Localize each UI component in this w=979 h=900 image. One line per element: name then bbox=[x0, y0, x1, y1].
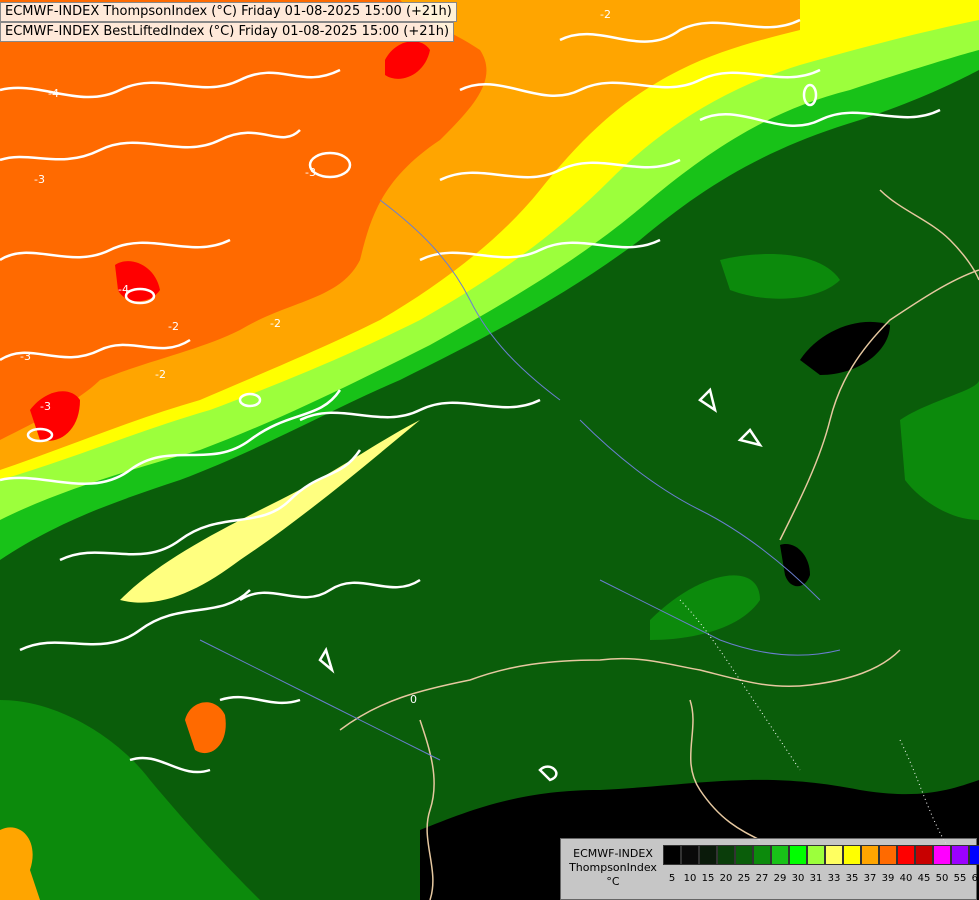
legend-tick-label: 55 bbox=[953, 873, 967, 884]
very-low-region bbox=[780, 544, 810, 587]
contour-label: -3 bbox=[40, 400, 51, 413]
legend-title-line2: ThompsonIndex bbox=[569, 861, 657, 874]
legend-tick-label: 25 bbox=[737, 873, 751, 884]
red-orange-region bbox=[0, 0, 487, 440]
moderate-region bbox=[650, 575, 760, 640]
legend-tick-label: 5 bbox=[668, 873, 676, 884]
contour-label: -3 bbox=[305, 166, 316, 179]
moderate-region bbox=[900, 380, 979, 520]
green-band-lower bbox=[0, 700, 260, 900]
legend-swatch bbox=[699, 845, 717, 865]
legend-tick-label: 60 bbox=[971, 873, 979, 884]
legend-tick-label: 27 bbox=[755, 873, 769, 884]
legend-title-line1: ECMWF-INDEX bbox=[573, 847, 653, 860]
contour-label: -4 bbox=[48, 87, 59, 100]
legend-swatch bbox=[825, 845, 843, 865]
contour-label: -3 bbox=[34, 173, 45, 186]
legend-swatch bbox=[807, 845, 825, 865]
legend-swatch bbox=[915, 845, 933, 865]
legend-swatch bbox=[843, 845, 861, 865]
country-borders bbox=[339, 189, 979, 900]
legend-ticks: 5 10 15 20 25 27 29 30 31 33 35 37 39 40 45 50 55 60 bbox=[663, 873, 979, 884]
contour-label: -4 bbox=[118, 283, 129, 296]
legend-swatch bbox=[681, 845, 699, 865]
legend-tick-label: 15 bbox=[701, 873, 715, 884]
legend-tick-label: 39 bbox=[881, 873, 895, 884]
legend-title-line3: °C bbox=[606, 875, 620, 888]
legend-tick-label: 20 bbox=[719, 873, 733, 884]
legend-tick-label: 37 bbox=[863, 873, 877, 884]
very-low-region bbox=[800, 321, 890, 375]
map-title-thompson: ECMWF-INDEX ThompsonIndex (°C) Friday 01… bbox=[0, 2, 457, 22]
contour-label: -2 bbox=[155, 368, 166, 381]
moderate-region bbox=[720, 254, 840, 299]
legend-tick-label: 30 bbox=[791, 873, 805, 884]
rivers bbox=[199, 199, 841, 761]
contour-labels: -2 -3 -2 -3 -4 -2 -3 -2 -3 -4 0 bbox=[20, 8, 611, 706]
legend-tick-label: 40 bbox=[899, 873, 913, 884]
orange-region bbox=[0, 827, 40, 900]
color-legend: ECMWF-INDEX ThompsonIndex °C 5 10 15 20 25 27… bbox=[560, 838, 979, 900]
legend-swatch bbox=[753, 845, 771, 865]
contour-label: -3 bbox=[20, 350, 31, 363]
legend-swatch bbox=[951, 845, 969, 865]
legend-swatch bbox=[969, 845, 979, 865]
legend-swatch bbox=[879, 845, 897, 865]
legend-swatch bbox=[771, 845, 789, 865]
legend-tick-label: 45 bbox=[917, 873, 931, 884]
legend-tick-label: 35 bbox=[845, 873, 859, 884]
legend-tick-label: 10 bbox=[683, 873, 697, 884]
legend-swatch bbox=[735, 845, 753, 865]
legend-tick-label: 33 bbox=[827, 873, 841, 884]
contour-label: 0 bbox=[410, 693, 417, 706]
legend-swatch bbox=[897, 845, 915, 865]
legend-swatch bbox=[861, 845, 879, 865]
legend-tick-label: 31 bbox=[809, 873, 823, 884]
red-region bbox=[385, 41, 430, 79]
orange-region bbox=[185, 702, 226, 754]
legend-swatch bbox=[663, 845, 681, 865]
legend-swatch bbox=[717, 845, 735, 865]
lifted-index-contours bbox=[0, 18, 941, 782]
map-title-lifted: ECMWF-INDEX BestLiftedIndex (°C) Friday … bbox=[0, 22, 455, 42]
legend-title: ECMWF-INDEX ThompsonIndex °C bbox=[565, 847, 661, 889]
contour-label: -2 bbox=[168, 320, 179, 333]
legend-tick-label: 50 bbox=[935, 873, 949, 884]
legend-swatch bbox=[789, 845, 807, 865]
contour-label: -2 bbox=[270, 317, 281, 330]
contour-label: -2 bbox=[600, 8, 611, 21]
legend-tick-label: 29 bbox=[773, 873, 787, 884]
legend-swatches bbox=[663, 845, 979, 865]
legend-swatch bbox=[933, 845, 951, 865]
